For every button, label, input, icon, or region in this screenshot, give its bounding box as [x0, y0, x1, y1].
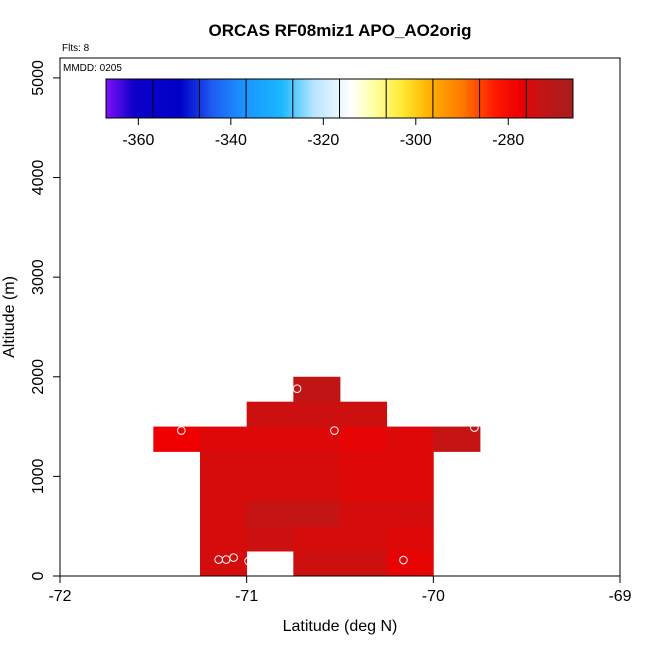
heatmap-cell: [340, 526, 388, 552]
heatmap-cell: [340, 501, 388, 527]
data-point: [399, 555, 408, 565]
heatmap-cell: [386, 476, 434, 502]
colorbar-tick-label: -300: [400, 132, 432, 149]
colorbar-tick-label: -360: [122, 132, 154, 149]
y-axis: 0 1000 2000 3000 4000 5000: [30, 60, 61, 580]
heatmap-cell: [386, 501, 434, 527]
heatmap-cell: [340, 551, 388, 577]
data-point: [292, 384, 302, 394]
colorbar-frame: [105, 78, 574, 119]
heatmap-cell: [340, 451, 388, 477]
heatmap-cell: [293, 426, 341, 452]
heatmap-cell: [246, 401, 294, 427]
heatmap-cell: [246, 501, 294, 527]
colorbar-tick-label: -340: [215, 132, 247, 149]
y-tick-label: 5000: [30, 60, 47, 96]
x-tick-label: -70: [422, 588, 445, 605]
heatmap-cell: [246, 476, 294, 502]
observation-points: [177, 384, 479, 566]
x-axis-label: Latitude (deg N): [283, 618, 398, 635]
data-point: [177, 426, 186, 435]
heatmap-cell: [386, 426, 434, 452]
heatmap-cell: [200, 426, 248, 452]
heatmap-cell: [340, 426, 388, 452]
y-axis-label: Altitude (m): [1, 276, 18, 358]
data-point: [470, 423, 479, 432]
heatmap-cell: [200, 551, 248, 577]
heatmap-cell: [246, 426, 294, 452]
heatmap-cell: [293, 476, 341, 502]
heatmap-cell: [200, 501, 248, 527]
date-annotation: MMDD: 0205: [63, 63, 122, 74]
flights-annotation: Flts: 8: [62, 43, 90, 54]
x-tick-label: -71: [235, 588, 258, 605]
heatmap-cell: [340, 401, 388, 427]
y-tick-label: 3000: [30, 259, 47, 295]
heatmap-cell: [293, 501, 341, 527]
heatmap-cell: [200, 526, 248, 552]
y-tick-label: 0: [30, 571, 47, 580]
colorbar-tick-label: -280: [492, 132, 524, 149]
heatmap-cell: [153, 426, 201, 452]
heatmap-cell: [293, 551, 341, 577]
heatmap-cell: [246, 526, 294, 552]
heatmap-cell: [386, 551, 434, 577]
heatmap-cell: [340, 476, 388, 502]
colorbar-tick-label: -320: [307, 132, 339, 149]
data-point: [330, 426, 339, 435]
heatmap-cell: [386, 451, 434, 477]
x-tick-label: -69: [608, 588, 631, 605]
x-tick-label: -72: [48, 588, 71, 605]
data-point: [229, 553, 238, 562]
heatmap-cell: [386, 526, 434, 552]
heatmap-cell: [246, 451, 294, 477]
heatmap-cell: [293, 401, 341, 427]
heatmap-cell: [200, 451, 248, 477]
heatmap-cell: [433, 426, 481, 452]
heatmap-cells: [153, 376, 481, 577]
y-tick-label: 4000: [30, 160, 47, 196]
chart-title: ORCAS RF08miz1 APO_AO2orig: [209, 21, 472, 40]
heatmap-cell: [293, 451, 341, 477]
x-axis: -72 -71 -70 -69: [48, 575, 632, 605]
y-tick-label: 2000: [30, 359, 47, 395]
y-tick-label: 1000: [30, 458, 47, 494]
colorbar: -360 -340 -320 -300 -280: [105, 78, 574, 149]
data-point: [244, 556, 253, 566]
heatmap-cell: [293, 526, 341, 552]
heatmap-cell: [200, 476, 248, 502]
